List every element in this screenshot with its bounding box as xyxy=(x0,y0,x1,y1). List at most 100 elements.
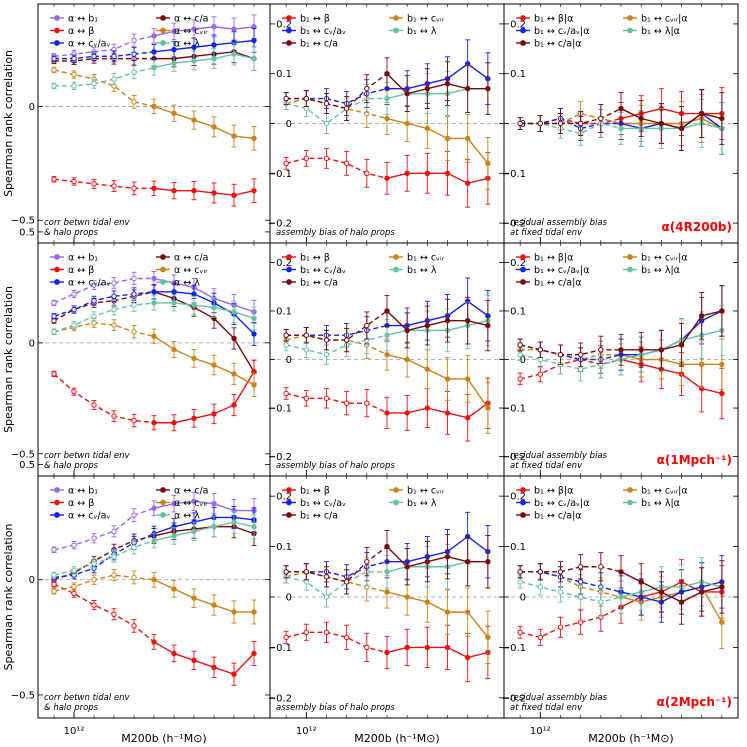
series-line-dashed xyxy=(285,392,388,414)
panel-annotation: at fixed tidal env xyxy=(510,703,583,713)
data-point xyxy=(303,155,310,162)
series-5 xyxy=(51,42,257,91)
panel-annotation: residual assembly bias xyxy=(510,451,608,461)
y-tick-label: −0.1 xyxy=(502,169,526,180)
legend-label: b₁ ↔ c/a|α xyxy=(534,511,582,522)
series-line xyxy=(153,500,254,512)
series-line-dashed xyxy=(53,35,155,58)
panel-row1-mid: −0.2 −0.1 0 0.1 0.2 b₁ ↔ β b₁ ↔ cᵥᵢᵣ b₁ ↔ cᵥ/aᵥ… xyxy=(268,4,504,243)
data-point xyxy=(323,155,330,162)
data-point xyxy=(517,579,523,585)
data-point xyxy=(111,183,117,189)
data-point xyxy=(424,170,431,176)
data-point xyxy=(211,664,217,670)
data-point xyxy=(151,185,157,192)
data-point xyxy=(464,415,471,421)
x-tick-label: 10¹² xyxy=(530,726,551,737)
legend-label: b₁ ↔ λ|α xyxy=(641,265,680,276)
data-point xyxy=(384,543,390,550)
legend-label: b₁ ↔ cᵥᵢᵣ xyxy=(407,486,445,497)
data-point xyxy=(698,110,705,117)
data-point xyxy=(343,400,350,406)
series-line-dashed xyxy=(520,566,622,573)
series-4 xyxy=(517,552,725,625)
legend: b₁ ↔ β b₁ ↔ cᵥᵢᵣ b₁ ↔ cᵥ/aᵥ b₁ ↔ λ b₁ ↔ c/a xyxy=(282,486,445,522)
data-point xyxy=(364,170,370,176)
data-point xyxy=(658,347,665,353)
data-point xyxy=(323,100,330,107)
panel-annotation: at fixed tidal env xyxy=(510,461,583,471)
series-line-dashed xyxy=(54,57,154,62)
data-point xyxy=(131,329,137,335)
panel-row3-mid: −0.2 −0.1 0 0.1 0.2 b₁ ↔ β b₁ ↔ cᵥᵢᵣ b₁ ↔ cᵥ/aᵥ… xyxy=(268,476,504,718)
series-line-dashed xyxy=(286,324,388,336)
legend: b₁ ↔ β b₁ ↔ cᵥᵢᵣ b₁ ↔ cᵥ/aᵥ b₁ ↔ λ b₁ ↔ c/a xyxy=(282,14,445,50)
legend-label: b₁ ↔ λ xyxy=(407,26,437,37)
legend-marker xyxy=(627,487,633,493)
data-point xyxy=(71,590,77,597)
data-point xyxy=(557,120,564,127)
y-tick-label: 0.2 xyxy=(510,19,526,30)
legend-label: b₁ ↔ cᵥ/aᵥ|α xyxy=(534,265,589,276)
data-point xyxy=(698,361,705,368)
legend-marker xyxy=(160,499,166,506)
series-0 xyxy=(51,491,257,553)
series-line xyxy=(620,329,723,361)
data-point xyxy=(283,342,289,348)
legend-marker xyxy=(627,499,633,506)
legend-marker xyxy=(393,499,399,506)
data-point xyxy=(323,395,330,402)
legend-marker xyxy=(286,487,292,493)
legend-label: b₁ ↔ cᵥ/aᵥ xyxy=(300,26,346,37)
data-point xyxy=(424,322,431,329)
data-point xyxy=(464,609,471,615)
series-line-dashed xyxy=(285,157,388,179)
panel-annotation: corr betwn tidal env xyxy=(44,218,131,228)
data-point xyxy=(384,569,390,575)
data-point xyxy=(557,569,564,575)
series-line-dashed xyxy=(53,291,155,317)
series-line xyxy=(620,581,723,598)
legend-marker xyxy=(286,266,292,273)
data-point xyxy=(251,650,257,657)
series-line xyxy=(386,319,489,336)
data-point xyxy=(91,297,97,304)
data-point xyxy=(111,53,117,60)
series-line xyxy=(621,122,723,130)
data-point xyxy=(424,644,431,651)
legend-marker xyxy=(520,499,526,506)
y-axis-label: Spearman rank correlation xyxy=(2,524,15,671)
series-line xyxy=(153,26,255,37)
legend-marker xyxy=(393,254,399,260)
legend-marker xyxy=(54,254,60,260)
data-point xyxy=(343,337,350,343)
y-tick-label: −0.2 xyxy=(268,693,292,704)
legend: α ↔ b₁ α ↔ c/a α ↔ β α ↔ cᵥᵢᵣ α ↔ cᵥ/aᵥ α ↔ λ xyxy=(50,14,209,50)
series-line xyxy=(153,53,255,69)
series-line-dashed xyxy=(53,69,155,108)
series-line-dashed xyxy=(520,571,622,598)
panel-row1-left: −0.5 0 0.5 α ↔ b₁ α ↔ c/a α ↔ β α ↔ cᵥᵢᵣ α ↔ cᵥ… xyxy=(11,4,270,243)
y-tick-label: 0.1 xyxy=(510,306,526,317)
legend-marker xyxy=(160,266,166,273)
legend-marker xyxy=(520,40,526,46)
data-point xyxy=(424,125,431,132)
data-point xyxy=(171,420,177,426)
y-tick-label: −0.1 xyxy=(502,643,526,654)
legend-label: b₁ ↔ c/a|α xyxy=(534,278,582,289)
series-line-dashed xyxy=(519,344,621,356)
legend-marker xyxy=(520,266,526,273)
data-point xyxy=(517,376,523,382)
y-tick-label: −0.1 xyxy=(268,404,292,415)
legend-marker xyxy=(160,279,166,285)
data-point xyxy=(111,611,117,617)
legend-marker xyxy=(393,487,399,493)
series-line xyxy=(386,310,489,332)
data-point xyxy=(323,629,330,635)
legend-label: b₁ ↔ c/a xyxy=(300,39,338,50)
series-line xyxy=(621,117,723,130)
legend-label: α ↔ c/a xyxy=(174,486,209,497)
data-point xyxy=(384,332,390,338)
series-line xyxy=(153,335,255,386)
series-line-dashed xyxy=(285,334,388,356)
